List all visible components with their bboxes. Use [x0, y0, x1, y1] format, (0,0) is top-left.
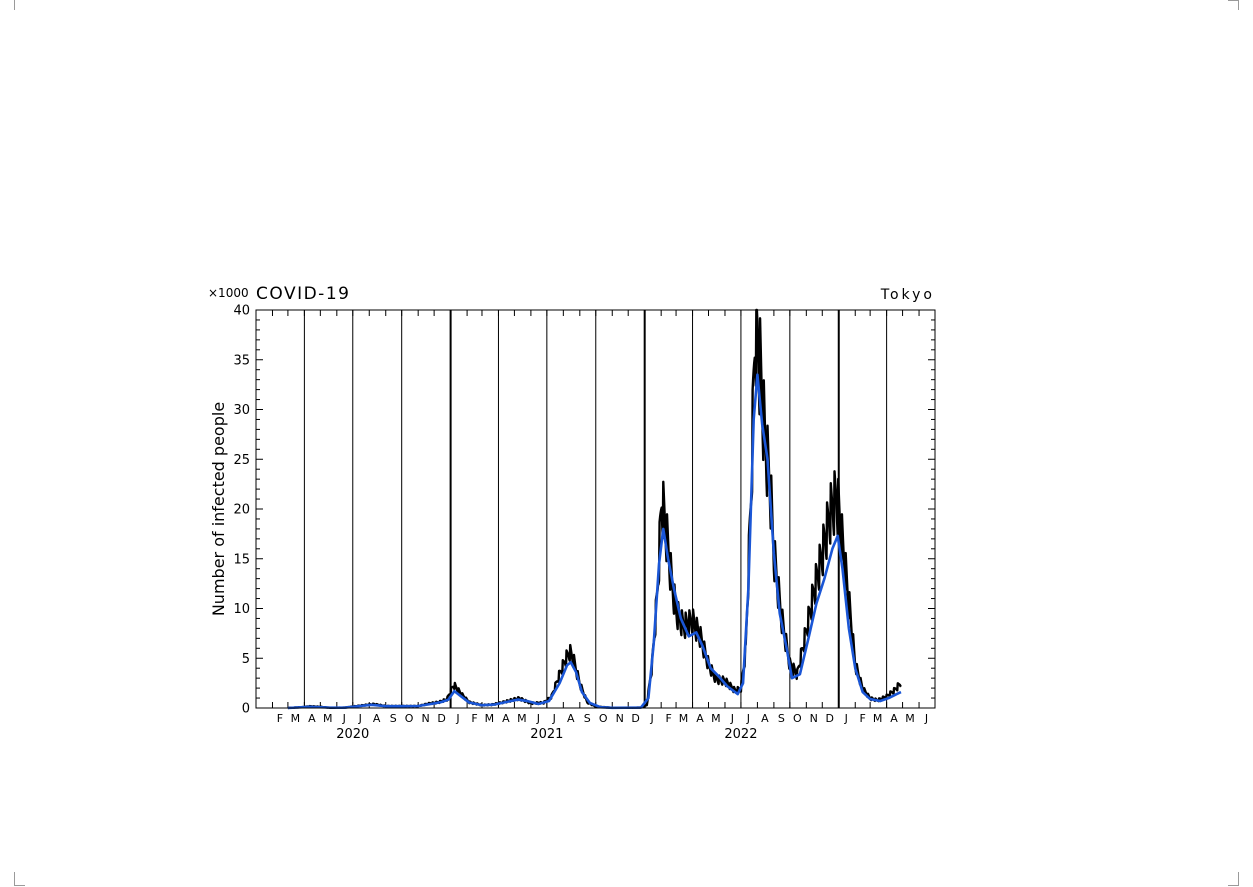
series-group [287, 308, 902, 710]
month-tick-label: M [485, 712, 495, 725]
y-multiplier-label: ×1000 [208, 286, 249, 300]
month-tick-label: A [696, 712, 704, 725]
month-tick-label: M [517, 712, 527, 725]
y-tick-label: 15 [233, 552, 250, 567]
month-tick-label: J [552, 712, 556, 725]
crop-mark-bottom-left-h [14, 885, 25, 886]
month-tick-label: N [421, 712, 429, 725]
month-tick-label: O [599, 712, 608, 725]
y-tick-label: 20 [233, 503, 250, 518]
month-tick-label: A [567, 712, 575, 725]
month-tick-label: J [924, 712, 928, 725]
crop-mark-bottom-left [14, 872, 15, 886]
month-tick-label: D [631, 712, 639, 725]
month-tick-label: J [844, 712, 848, 725]
month-tick-label: A [308, 712, 316, 725]
plot-frame [255, 309, 936, 709]
month-tick-label: J [358, 712, 362, 725]
month-tick-label: J [536, 712, 540, 725]
series-average-line [287, 373, 902, 710]
y-tick-label: 5 [242, 652, 250, 667]
month-tick-label: F [277, 712, 283, 725]
month-tick-label: O [793, 712, 802, 725]
month-tick-label: F [860, 712, 866, 725]
month-tick-label: A [890, 712, 898, 725]
crop-mark-top-right [1238, 0, 1239, 10]
year-label: 2020 [336, 727, 369, 742]
crop-mark-top-left-h [14, 0, 15, 10]
month-tick-label: J [730, 712, 734, 725]
month-grid [303, 310, 888, 708]
month-tick-label: F [665, 712, 671, 725]
month-tick-label: S [390, 712, 397, 725]
month-tick-label: J [650, 712, 654, 725]
month-tick-label: J [342, 712, 346, 725]
month-tick-label: M [905, 712, 915, 725]
month-tick-label: S [778, 712, 785, 725]
y-tick-labels: 0 5 10 15 20 25 30 35 40 [233, 304, 250, 717]
y-axis-label: Number of infected people [209, 402, 228, 616]
month-tick-label: M [873, 712, 883, 725]
month-tick-label: M [323, 712, 333, 725]
crop-mark-bottom-right [1238, 872, 1239, 886]
month-tick-label: J [455, 712, 459, 725]
crop-mark-bottom-right-h [1228, 885, 1239, 886]
y-tick-label: 40 [233, 304, 250, 319]
month-tick-label: M [679, 712, 689, 725]
y-tick-label: 35 [233, 353, 250, 368]
month-tick-label: N [810, 712, 818, 725]
month-tick-label: F [471, 712, 477, 725]
series-daily-line [287, 308, 902, 710]
y-tick-label: 25 [233, 453, 250, 468]
y-tick-label: 0 [242, 702, 250, 717]
month-tick-label: S [584, 712, 591, 725]
month-tick-label: O [405, 712, 414, 725]
chart-title: COVID-19 [256, 284, 350, 304]
y-tick-label: 10 [233, 602, 250, 617]
month-tick-label: M [711, 712, 721, 725]
month-tick-label: J [746, 712, 750, 725]
year-label: 2022 [724, 727, 757, 742]
month-tick-label: D [437, 712, 445, 725]
year-label: 2021 [530, 727, 563, 742]
y-tick-label: 30 [233, 403, 250, 418]
month-tick-label: A [502, 712, 510, 725]
month-tick-label: M [291, 712, 301, 725]
month-tick-label: A [373, 712, 381, 725]
month-tick-label: D [825, 712, 833, 725]
month-tick-label: N [616, 712, 624, 725]
location-label: Tokyo [880, 287, 935, 303]
month-tick-label: A [761, 712, 769, 725]
crop-mark-top-right-h [1228, 0, 1239, 1]
year-labels: 2020 2021 2022 [336, 727, 757, 742]
